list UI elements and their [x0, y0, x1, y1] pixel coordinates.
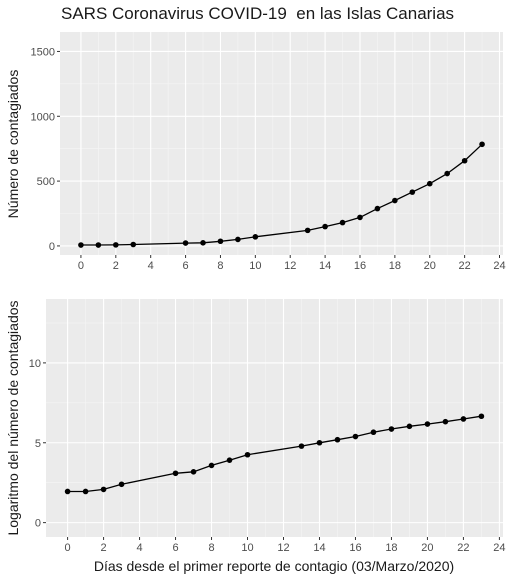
panel-2-x-tick-label: 6 [172, 542, 178, 554]
panel-1-data-point [182, 240, 189, 246]
panel-1-y-tick-label: 1000 [31, 111, 55, 123]
panel-2-x-tick-label: 22 [457, 542, 469, 554]
panel-2-data-point [64, 488, 71, 495]
panel-2-data-point [298, 443, 305, 449]
panel-2-y-tick-label: 5 [35, 438, 41, 450]
panel-2-x-tick-label: 4 [136, 542, 142, 554]
panel-1-data-point [235, 236, 241, 243]
panel-1-x-tick-label: 12 [284, 260, 296, 272]
panel-2-background [46, 299, 503, 537]
panel-2-x-tick-label: 18 [385, 542, 397, 554]
panel-1-x-tick-label: 4 [148, 260, 154, 272]
panel-1-data-point [461, 157, 468, 164]
panel-1-background [60, 32, 503, 255]
panel-1-x-tick-label: 20 [424, 260, 436, 272]
panel-2-data-point [478, 413, 485, 420]
panel-1-x-tick-label: 8 [217, 260, 223, 272]
x-axis-label: Días desde el primer reporte de contagio… [93, 558, 455, 574]
panel-2-x-tick-label: 16 [349, 542, 361, 554]
panel-1-data-point [426, 180, 433, 187]
panel-1-data-point [409, 189, 416, 195]
panel-2-x-tick-label: 14 [313, 542, 325, 554]
panel-1-data-point [357, 214, 363, 221]
panel-1-data-point [78, 242, 84, 248]
panel-1-data-point [217, 238, 224, 245]
panel-2-series-line [67, 415, 482, 493]
panel-2-data-point [370, 429, 377, 436]
panel-2-x-tick-label: 12 [277, 542, 289, 554]
panel-2-data-point [424, 421, 431, 427]
panel-1-series-line [80, 143, 483, 246]
panel-2-x-tick-label: 24 [493, 542, 505, 554]
panel-1-data-point [392, 197, 398, 204]
panel-1-y-tick-label: 0 [49, 241, 55, 253]
panel-2-data-point [208, 462, 215, 469]
panel-1-y-tick-label: 500 [37, 176, 55, 188]
panel-2-y-axis-label: Logaritmo del número de contagiados [5, 300, 21, 535]
panel-1-data-point [304, 227, 311, 234]
panel-2-x-tick-label: 20 [421, 542, 433, 554]
panel-1-data-point [252, 234, 259, 240]
panel-2-data-point [334, 436, 341, 443]
panel-2-data-point [460, 416, 467, 422]
panel-1-x-tick-label: 16 [354, 260, 366, 272]
panel-1-data-point [200, 240, 206, 246]
panel-1-x-tick-label: 22 [459, 260, 471, 272]
panel-2-data-point [388, 426, 395, 432]
panel-1-data-point [113, 242, 119, 248]
panel-2-x-tick-label: 8 [208, 542, 214, 554]
panel-1-x-tick-label: 18 [389, 260, 401, 272]
panel-1-x-tick-label: 14 [319, 260, 331, 272]
panel-1-x-tick-label: 24 [493, 260, 505, 272]
panel-1-data-point [374, 205, 381, 212]
panel-1-data-point [130, 241, 137, 248]
panel-2-data-point [82, 488, 89, 495]
panel-1-x-tick-label: 2 [113, 260, 119, 272]
panel-2-data-point [316, 439, 323, 446]
panel-1-data-point [322, 223, 328, 230]
panel-2-data-point [172, 470, 179, 477]
panel-1-x-tick-label: 10 [249, 260, 261, 272]
panel-1-data-point [339, 219, 346, 226]
panel-2-x-tick-label: 10 [241, 542, 253, 554]
panel-2-data-point [118, 481, 125, 488]
panel-1-data-point [95, 242, 102, 248]
panel-2-data-point [100, 486, 107, 493]
panel-2-x-tick-label: 2 [101, 542, 107, 554]
panel-2-data-point [406, 423, 413, 430]
panel-2-data-point [226, 457, 233, 463]
panel-1-y-axis-label: Número de contagiados [5, 70, 21, 219]
chart-title: SARS Coronavirus COVID-19 en las Islas C… [61, 4, 455, 23]
panel-2-data-point [190, 469, 197, 475]
panel-2-data-point [244, 451, 251, 458]
panel-1-x-tick-label: 6 [183, 260, 189, 272]
panel-1-data-point [444, 170, 450, 177]
panel-2-x-tick-label: 0 [65, 542, 71, 554]
panel-1-x-tick-label: 0 [78, 260, 84, 272]
panel-2-y-tick-label: 10 [29, 358, 41, 370]
panel-2-data-point [442, 418, 449, 425]
panel-2-data-point [352, 433, 359, 440]
panel-1-y-tick-label: 1500 [31, 46, 55, 58]
panel-2-y-tick-label: 0 [35, 518, 41, 530]
panel-1-data-point [479, 141, 485, 148]
